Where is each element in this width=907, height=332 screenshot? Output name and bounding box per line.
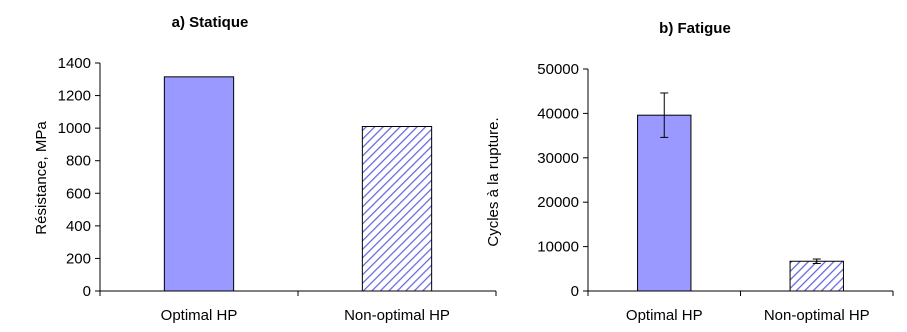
y-tick-label: 400: [66, 218, 91, 235]
y-tick-label: 0: [83, 283, 91, 300]
y-tick-label: 1000: [58, 120, 91, 137]
plot-area-fatigue: 0 10000 20000 30000 40000 50000 Optimal HP Non-…: [537, 61, 894, 324]
error-bar-fatigue-0: [660, 92, 669, 138]
bar-statique-optimal-hp: [163, 76, 235, 292]
y-tick-label: 1400: [58, 55, 91, 72]
y-tick-label: 40000: [537, 105, 579, 122]
x-tick-label: Non-optimal HP: [344, 307, 450, 324]
y-tick-label: 20000: [537, 194, 579, 211]
plot-area-statique: 0 200 400 600 800 1000 1200 1400 Optimal HP Non-o…: [58, 55, 497, 324]
y-tick-label: 10000: [537, 239, 579, 256]
x-tick-label: Non-optimal HP: [764, 307, 870, 324]
chart-title-statique: a) Statique: [172, 14, 249, 31]
y-axis-label-fatigue: Cycles à la rupture.: [485, 117, 502, 246]
x-tick-label: Optimal HP: [161, 307, 238, 324]
y-tick-label: 30000: [537, 150, 579, 167]
y-tick-label: 50000: [537, 61, 579, 78]
bar-fatigue-optimal-hp: [637, 114, 692, 292]
y-axis-label-statique: Résistance, MPa: [33, 121, 50, 235]
bar-fatigue-non-optimal-hp: [789, 260, 844, 292]
y-tick-label: 800: [66, 153, 91, 170]
y-tick-label: 1200: [58, 88, 91, 105]
y-tick-label: 600: [66, 185, 91, 202]
error-bar-fatigue-1: [812, 258, 821, 264]
y-tick-label: 0: [571, 283, 579, 300]
chart-fatigue: b) Fatigue Cycles à la rupture. 0 10000 20…: [485, 20, 894, 324]
x-tick-label: Optimal HP: [626, 307, 703, 324]
bar-statique-non-optimal-hp: [361, 126, 433, 292]
chart-statique: a) Statique Résistance, MPa 0 200 400 600 80…: [33, 14, 497, 324]
chart-title-fatigue: b) Fatigue: [659, 20, 731, 37]
y-tick-label: 200: [66, 250, 91, 267]
